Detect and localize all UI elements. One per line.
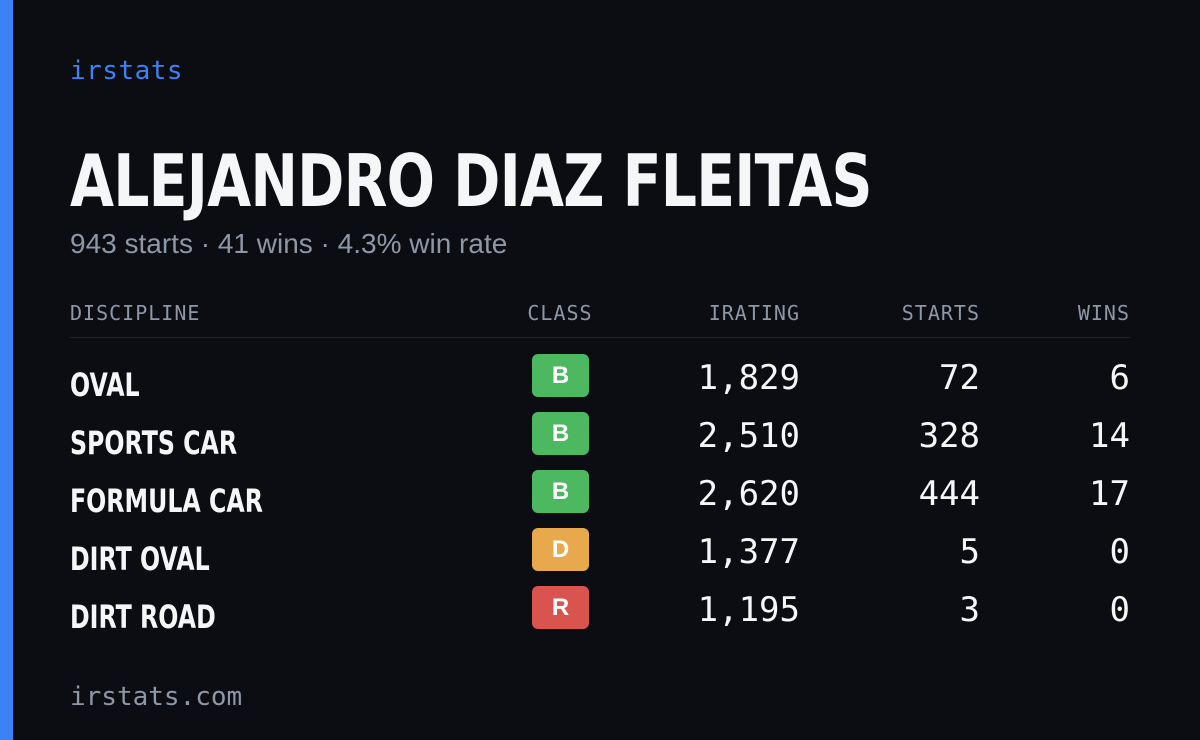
column-header-irating: IRATING: [708, 301, 800, 325]
wins-value: 0: [1109, 532, 1130, 572]
discipline-name: OVAL: [70, 366, 140, 404]
irating-value: 1,195: [697, 590, 800, 630]
discipline-name: FORMULA CAR: [70, 482, 263, 520]
column-header-wins: WINS: [1077, 301, 1130, 325]
starts-value: 444: [918, 474, 980, 514]
irating-value: 1,829: [697, 358, 800, 398]
column-header-discipline: DISCIPLINE: [70, 301, 201, 325]
discipline-name: DIRT ROAD: [70, 598, 216, 636]
wins-value: 14: [1089, 416, 1130, 456]
discipline-table: OVAL B 1,829 72 6 SPORTS CAR B 2,510 328…: [70, 346, 1130, 636]
license-class-badge: D: [532, 528, 589, 571]
table-row: DIRT ROAD R 1,195 3 0: [70, 578, 1130, 636]
page-title: ALEJANDRO DIAZ FLEITAS: [70, 139, 872, 223]
license-class-badge: R: [532, 586, 589, 629]
discipline-name: DIRT OVAL: [70, 540, 210, 578]
starts-value: 5: [959, 532, 980, 572]
license-class-badge: B: [532, 354, 589, 397]
irating-value: 2,510: [697, 416, 800, 456]
column-header-class: CLASS: [527, 301, 593, 325]
career-summary: 943 starts · 41 wins · 4.3% win rate: [70, 228, 508, 259]
license-class-badge: B: [532, 470, 589, 513]
wins-value: 0: [1109, 590, 1130, 630]
brand-logo[interactable]: irstats: [70, 56, 184, 86]
starts-value: 72: [939, 358, 980, 398]
accent-bar: [0, 0, 13, 740]
discipline-name: SPORTS CAR: [70, 424, 238, 462]
table-row: DIRT OVAL D 1,377 5 0: [70, 520, 1130, 578]
license-class-badge: B: [532, 412, 589, 455]
wins-value: 17: [1089, 474, 1130, 514]
table-header: DISCIPLINE CLASS IRATING STARTS WINS: [70, 300, 1130, 338]
table-row: FORMULA CAR B 2,620 444 17: [70, 462, 1130, 520]
starts-value: 328: [918, 416, 980, 456]
column-header-starts: STARTS: [901, 301, 980, 325]
irating-value: 1,377: [697, 532, 800, 572]
irating-value: 2,620: [697, 474, 800, 514]
footer-domain[interactable]: irstats.com: [70, 682, 243, 712]
starts-value: 3: [959, 590, 980, 630]
table-row: OVAL B 1,829 72 6: [70, 346, 1130, 404]
table-row: SPORTS CAR B 2,510 328 14: [70, 404, 1130, 462]
wins-value: 6: [1109, 358, 1130, 398]
